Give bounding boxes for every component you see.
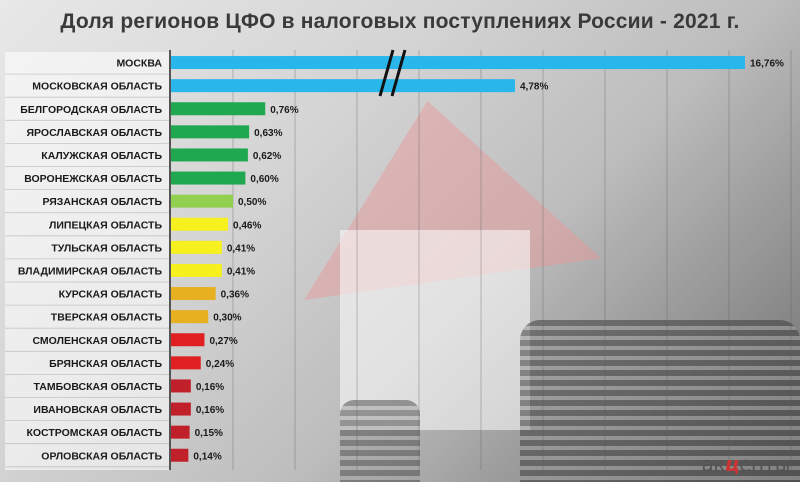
value-label: 0,41% — [227, 266, 255, 277]
value-label: 0,27% — [209, 336, 237, 347]
bar — [171, 56, 745, 70]
category-label: КУРСКАЯ ОБЛАСТЬ — [59, 289, 163, 301]
category-label: ЛИПЕЦКАЯ ОБЛАСТЬ — [49, 219, 162, 231]
background-house — [340, 230, 530, 430]
bar — [171, 148, 248, 162]
bar — [171, 240, 222, 254]
value-label: 16,76% — [750, 59, 784, 70]
bar — [171, 263, 222, 277]
bar — [171, 217, 229, 231]
bar — [171, 125, 250, 139]
category-label: БЕЛГОРОДСКАЯ ОБЛАСТЬ — [20, 104, 162, 116]
bar — [171, 356, 201, 370]
category-label: ОРЛОВСКАЯ ОБЛАСТЬ — [41, 450, 162, 462]
category-label: ТАМБОВСКАЯ ОБЛАСТЬ — [34, 381, 163, 393]
bar — [171, 425, 190, 439]
category-label: СМОЛЕНСКАЯ ОБЛАСТЬ — [32, 335, 162, 347]
category-label: ВОРОНЕЖСКАЯ ОБЛАСТЬ — [24, 173, 162, 185]
category-label: КОСТРОМСКАЯ ОБЛАСТЬ — [26, 427, 162, 439]
bar — [171, 402, 191, 416]
bar — [171, 310, 209, 324]
chart-title: Доля регионов ЦФО в налоговых поступлени… — [60, 10, 740, 33]
category-label: МОСКВА — [116, 58, 162, 70]
category-label: ТУЛЬСКАЯ ОБЛАСТЬ — [51, 242, 162, 254]
background-coins — [520, 320, 800, 482]
category-label: ИВАНОВСКАЯ ОБЛАСТЬ — [33, 404, 162, 416]
axis-break-mark — [378, 49, 395, 97]
value-label: 0,24% — [206, 359, 234, 370]
category-label: МОСКОВСКАЯ ОБЛАСТЬ — [32, 81, 162, 93]
bar — [171, 287, 216, 301]
value-label: 0,46% — [233, 220, 261, 231]
value-label: 0,30% — [213, 313, 241, 324]
category-label: КАЛУЖСКАЯ ОБЛАСТЬ — [41, 150, 162, 162]
background-coins-small — [340, 400, 420, 482]
category-label: ЯРОСЛАВСКАЯ ОБЛАСТЬ — [27, 127, 163, 139]
bar — [171, 79, 515, 93]
category-label: ВЛАДИМИРСКАЯ ОБЛАСТЬ — [18, 265, 163, 277]
value-label: 0,63% — [254, 128, 282, 139]
value-label: 0,36% — [221, 290, 249, 301]
value-label: 0,76% — [270, 105, 298, 116]
value-label: 0,62% — [253, 151, 281, 162]
value-label: 0,60% — [250, 174, 278, 185]
value-label: 0,15% — [195, 428, 223, 439]
category-label: ТВЕРСКАЯ ОБЛАСТЬ — [51, 312, 163, 324]
bar — [171, 102, 266, 116]
category-label-panel — [5, 50, 171, 470]
bar — [171, 448, 189, 462]
value-label: 0,16% — [196, 382, 224, 393]
value-label: 0,50% — [238, 197, 266, 208]
value-label: 0,41% — [227, 243, 255, 254]
value-label: 4,78% — [520, 82, 548, 93]
bar — [171, 333, 205, 347]
bar — [171, 194, 233, 208]
brand-logo: акценты — [701, 452, 791, 476]
bar — [171, 379, 191, 393]
bar — [171, 171, 246, 185]
axis-break-mark — [390, 49, 407, 97]
value-label: 0,16% — [196, 405, 224, 416]
value-label: 0,14% — [193, 451, 221, 462]
category-label: БРЯНСКАЯ ОБЛАСТЬ — [49, 358, 162, 370]
category-label: РЯЗАНСКАЯ ОБЛАСТЬ — [43, 196, 163, 208]
